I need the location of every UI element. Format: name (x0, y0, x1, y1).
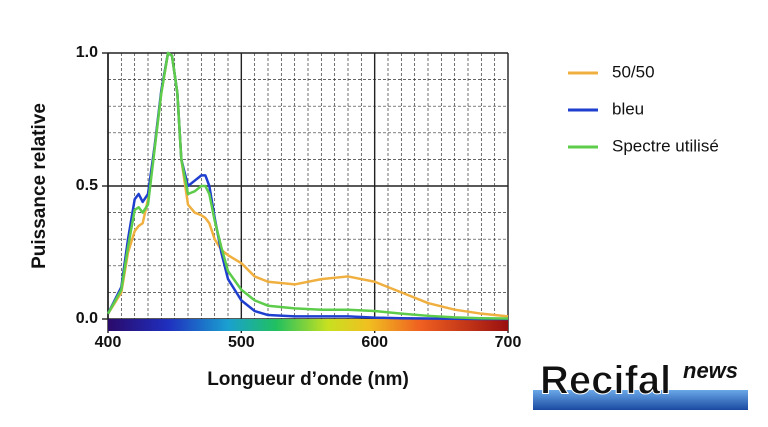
legend-label: 50/50 (612, 62, 655, 81)
y-tick-label: 0.5 (76, 177, 98, 194)
spectrum-bar (108, 319, 508, 331)
x-tick-label: 600 (361, 334, 388, 351)
x-axis-title: Longueur d’onde (nm) (207, 369, 409, 390)
grid (102, 52, 509, 333)
y-axis-title: Puissance relative (29, 103, 50, 269)
logo-sub: news (683, 358, 738, 383)
x-tick-label: 400 (95, 334, 122, 351)
y-tick-label: 1.0 (76, 44, 98, 61)
legend-label: Spectre utilisé (612, 136, 719, 155)
plot (106, 51, 509, 321)
series-line (106, 51, 508, 321)
legend-label: bleu (612, 99, 644, 118)
logo-band (533, 390, 748, 410)
x-tick-label: 500 (228, 334, 255, 351)
logo-main: Recifal (540, 359, 671, 403)
x-tick-label: 700 (495, 334, 522, 351)
watermark: Recifal news (533, 358, 748, 410)
y-tick-label: 0.0 (76, 310, 98, 327)
series-line (106, 51, 509, 318)
series-line (106, 51, 509, 320)
